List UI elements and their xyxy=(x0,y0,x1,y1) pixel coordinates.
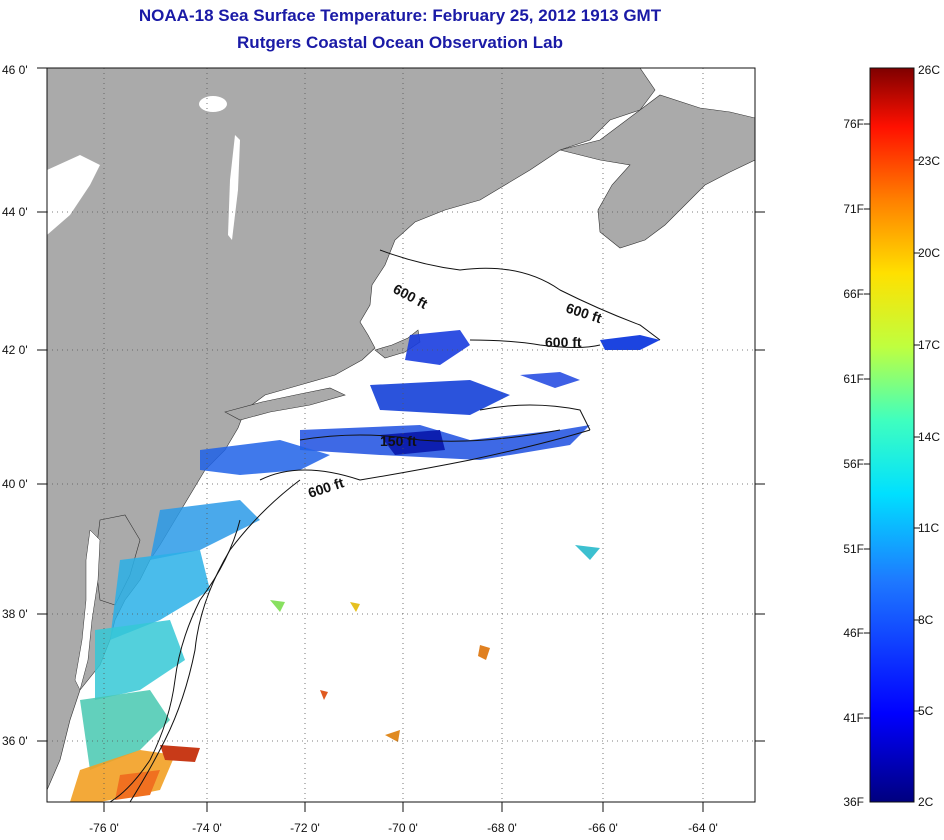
land-long-island xyxy=(224,387,346,421)
colorbar-f-label: 71F xyxy=(843,202,864,216)
lon-label: -64 0' xyxy=(688,821,718,835)
contour-label: 600 ft xyxy=(545,334,582,350)
colorbar xyxy=(869,67,915,803)
colorbar-ticks xyxy=(864,123,920,719)
colorbar-c-label: 20C xyxy=(918,246,940,260)
colorbar-f-label: 41F xyxy=(843,711,864,725)
lake-small xyxy=(199,96,227,112)
lat-label: 36 0' xyxy=(2,734,28,748)
graticule xyxy=(47,68,755,802)
colorbar-f-label: 61F xyxy=(843,372,864,386)
lon-label: -68 0' xyxy=(487,821,517,835)
map-border xyxy=(46,67,756,803)
lake-champlain xyxy=(228,135,240,240)
colorbar-c-label: 23C xyxy=(918,154,940,168)
sst-patches xyxy=(70,330,660,802)
lat-label: 40 0' xyxy=(2,477,28,491)
colorbar-c-label: 2C xyxy=(918,795,934,809)
colorbar-c-label: 26C xyxy=(918,63,940,77)
lon-label: -74 0' xyxy=(192,821,222,835)
lat-label: 38 0' xyxy=(2,607,28,621)
map-title: NOAA-18 Sea Surface Temperature: Februar… xyxy=(138,6,662,25)
colorbar-f-label: 51F xyxy=(843,542,864,556)
lon-label: -72 0' xyxy=(290,821,320,835)
bathymetry-contours xyxy=(109,249,661,802)
colorbar-f-label: 46F xyxy=(843,626,864,640)
ticks xyxy=(37,67,765,812)
lon-label: -66 0' xyxy=(588,821,618,835)
colorbar-c-label: 5C xyxy=(918,704,934,718)
colorbar-c-label: 14C xyxy=(918,430,940,444)
lon-label: -76 0' xyxy=(89,821,119,835)
land-nova-scotia xyxy=(559,94,755,249)
colorbar-f-label: 66F xyxy=(843,287,864,301)
colorbar-f-label: 76F xyxy=(843,117,864,131)
lat-label: 46 0' xyxy=(2,63,28,77)
lat-label: 44 0' xyxy=(2,205,28,219)
colorbar-f-label: 36F xyxy=(843,795,864,809)
lake-ontario xyxy=(47,155,100,235)
contour-label: 150 ft xyxy=(380,433,417,449)
chesapeake-bay xyxy=(74,529,101,691)
colorbar-c-label: 11C xyxy=(918,521,939,535)
lon-label: -70 0' xyxy=(388,821,418,835)
colorbar-f-label: 56F xyxy=(843,457,864,471)
map-subtitle: Rutgers Coastal Ocean Observation Lab xyxy=(237,33,563,52)
lat-label: 42 0' xyxy=(2,343,28,357)
colorbar-c-label: 17C xyxy=(918,338,940,352)
colorbar-c-label: 8C xyxy=(918,613,934,627)
